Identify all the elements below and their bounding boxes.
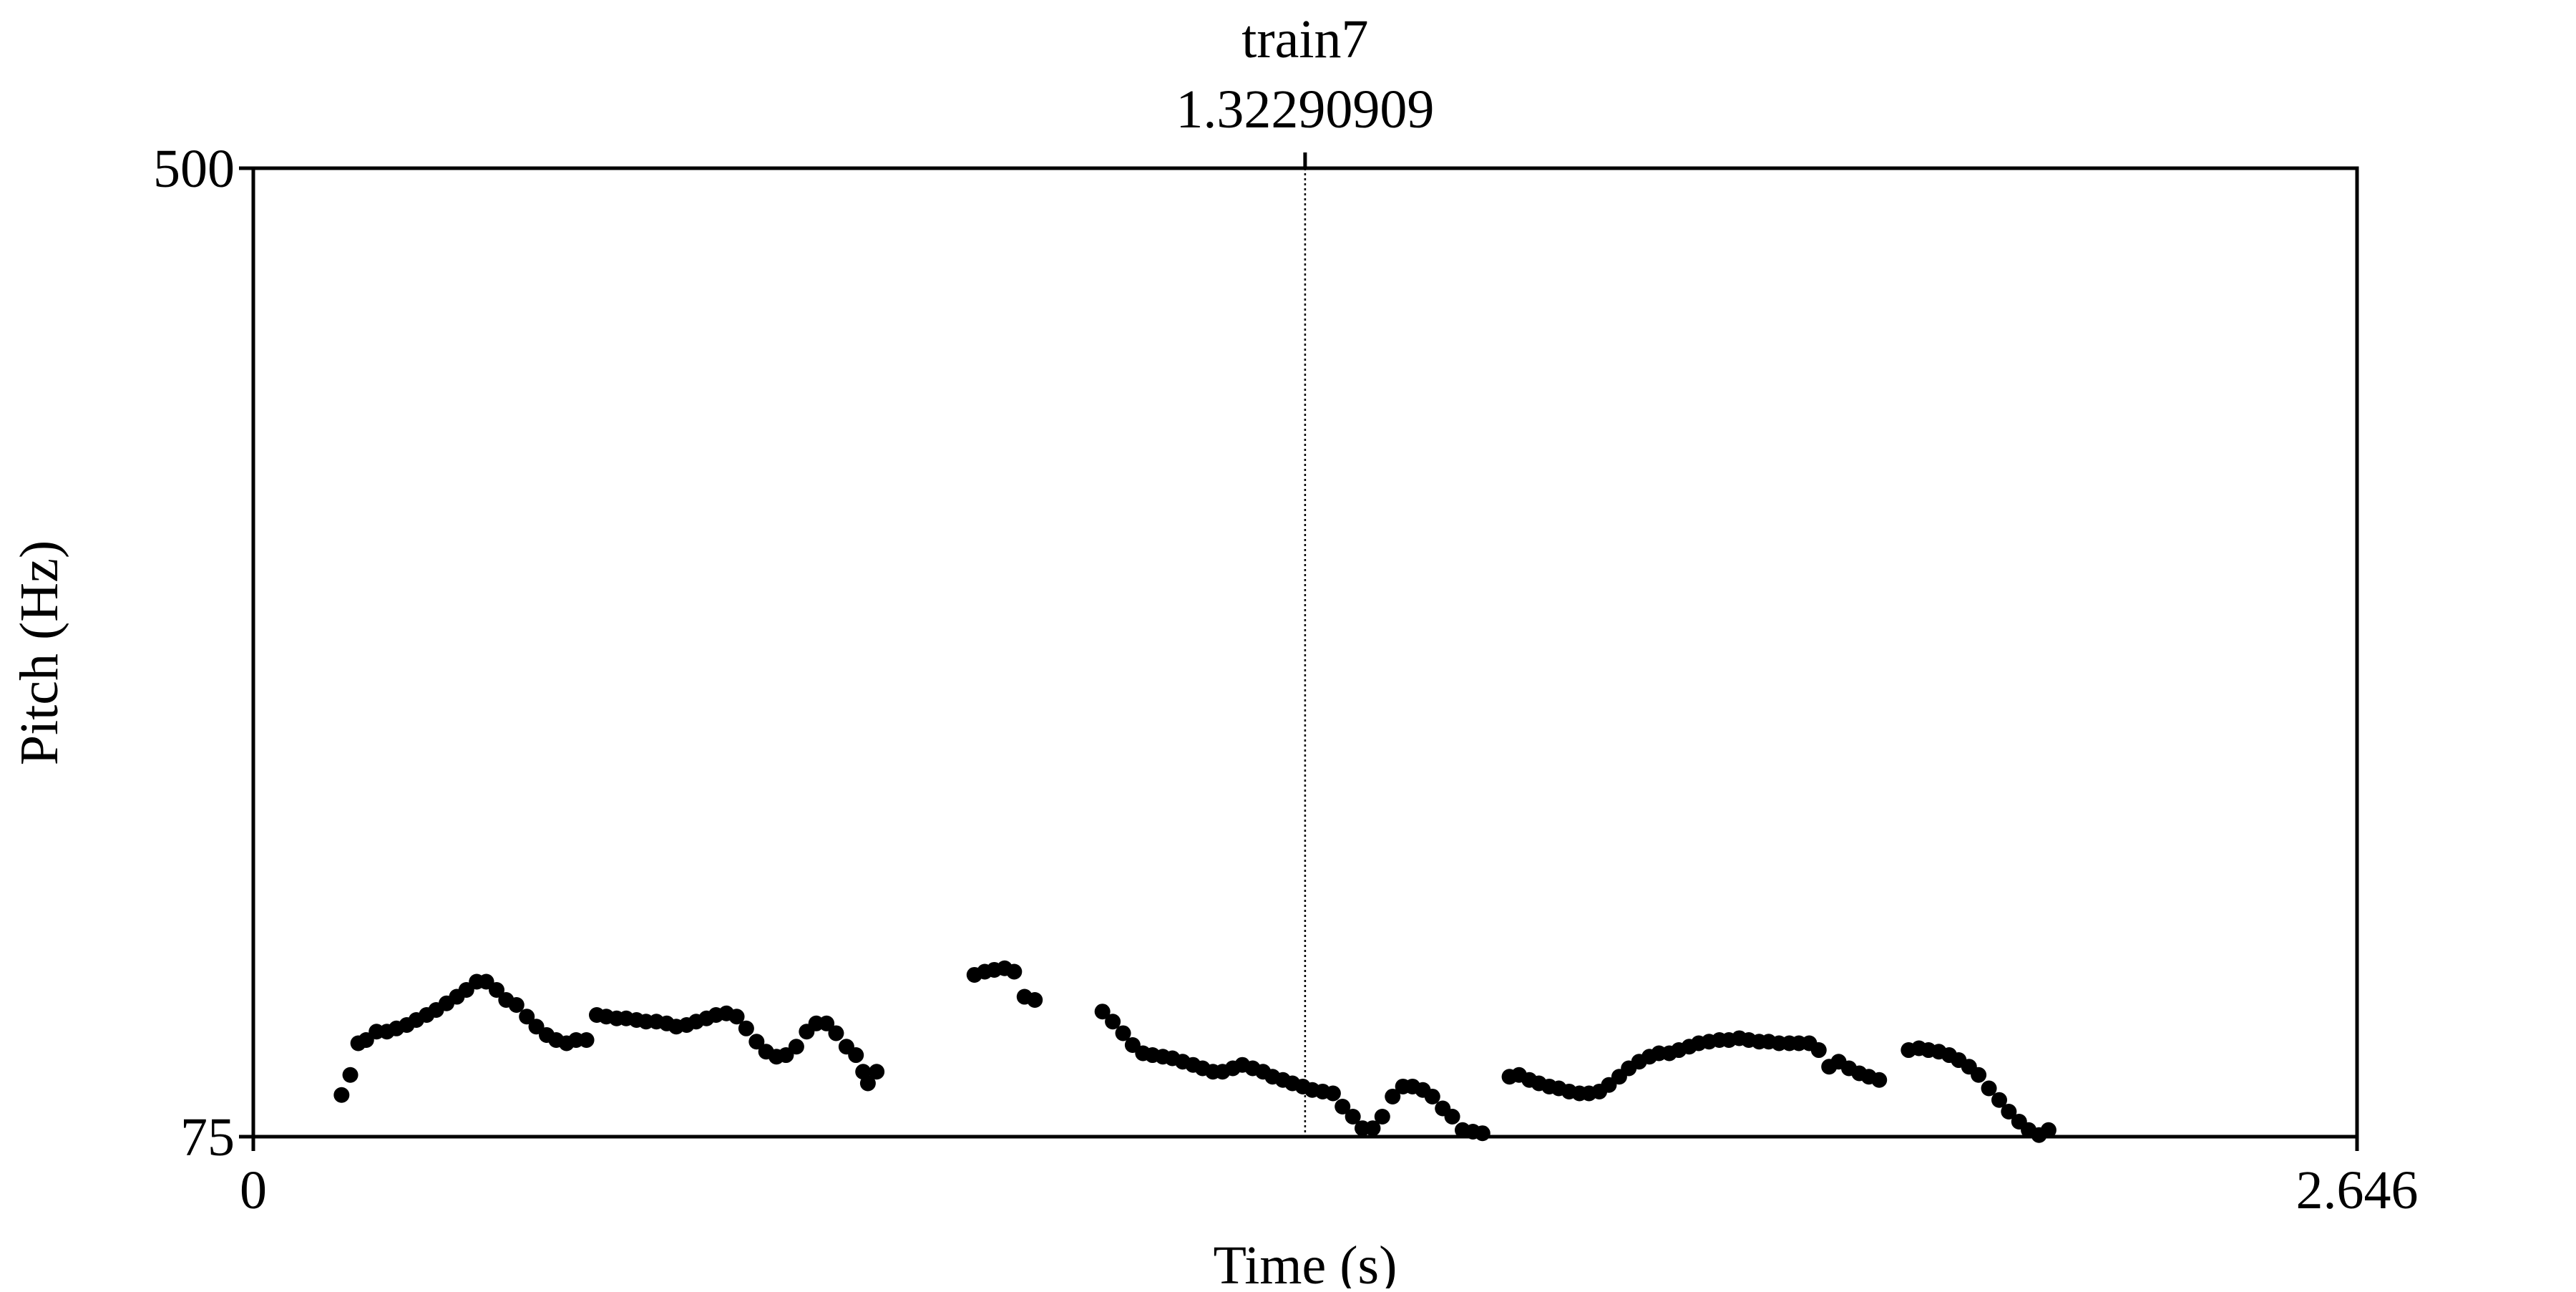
pitch-point (869, 1064, 885, 1080)
pitch-point (1094, 1004, 1111, 1020)
pitch-point (1424, 1088, 1440, 1104)
x-tick-label: 2.646 (2296, 1160, 2419, 1220)
x-axis-label: Time (s) (1214, 1235, 1397, 1288)
pitch-point (1324, 1085, 1341, 1102)
pitch-point (1991, 1092, 2007, 1108)
pitch-point (1474, 1125, 1491, 1142)
pitch-point (748, 1034, 765, 1050)
pitch-point (1971, 1067, 1987, 1083)
pitch-point (859, 1075, 876, 1092)
pitch-point (342, 1067, 358, 1083)
pitch-point (738, 1020, 754, 1036)
x-tick-label: 0 (240, 1160, 267, 1220)
pitch-point (2040, 1122, 2057, 1138)
pitch-point (508, 996, 525, 1013)
pitch-point (1115, 1025, 1131, 1041)
cursor-label: train7 (1241, 9, 1368, 69)
pitch-point (1006, 963, 1023, 980)
pitch-point (1385, 1088, 1401, 1104)
pitch-point (1981, 1080, 1997, 1097)
pitch-point (1105, 1014, 1121, 1030)
pitch-point (848, 1047, 864, 1064)
pitch-point (788, 1039, 804, 1055)
pitch-point (1345, 1108, 1361, 1125)
pitch-point (1027, 991, 1043, 1008)
y-tick-label: 75 (180, 1107, 235, 1167)
pitch-point (819, 1015, 835, 1031)
pitch-point (578, 1032, 595, 1049)
cursor-value: 1.32290909 (1176, 79, 1434, 140)
y-axis-label: Pitch (Hz) (9, 540, 69, 765)
pitch-point (828, 1025, 844, 1041)
pitch-point (1335, 1098, 1351, 1114)
pitch-point (333, 1087, 350, 1103)
pitch-point (2001, 1103, 2017, 1119)
pitch-point (489, 981, 504, 998)
pitch-point (1871, 1072, 1888, 1088)
pitch-point (1444, 1108, 1460, 1125)
y-tick-label: 500 (153, 139, 235, 199)
pitch-point (519, 1009, 535, 1025)
pitch-point (1365, 1120, 1381, 1137)
pitch-point (1374, 1108, 1390, 1125)
pitch-point (728, 1009, 745, 1025)
pitch-point (1810, 1042, 1827, 1059)
